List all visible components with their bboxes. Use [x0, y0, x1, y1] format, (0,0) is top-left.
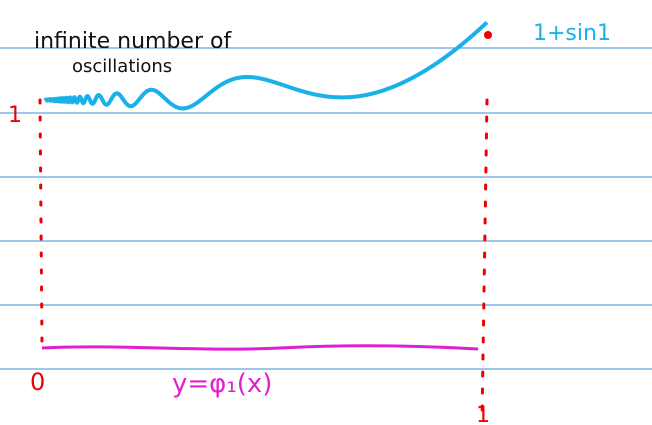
function-label: y=φ₁(x) [172, 369, 272, 399]
origin-label: 0 [30, 368, 45, 396]
function-curve [42, 346, 478, 349]
x-one-label: 1 [476, 403, 490, 425]
left-dotted-line [40, 100, 42, 345]
right-dotted-line [482, 100, 487, 420]
y-one-label: 1 [8, 103, 22, 128]
annotation: oscillations [72, 56, 172, 77]
top-value-label: 1+sin1 [533, 21, 611, 46]
page: infinite number of oscillations 1+sin1 1… [0, 0, 652, 425]
annotation: infinite number of [34, 29, 232, 54]
note-canvas: infinite number of oscillations 1+sin1 1… [0, 0, 652, 425]
end-point [484, 31, 492, 39]
